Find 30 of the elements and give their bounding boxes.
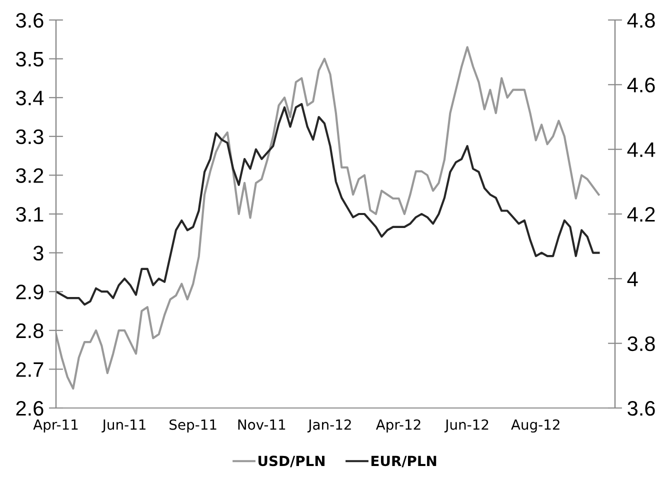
y-tick-label: 3.2	[16, 168, 44, 183]
y-tick-label: 3.5	[16, 52, 44, 67]
x-tick-label: Jun-12	[444, 419, 488, 432]
x-tick-label: Nov-11	[238, 420, 286, 430]
legend-label: USD/PLN	[258, 456, 324, 468]
y2-tick-label: 4.4	[627, 142, 656, 157]
y2-tick-label: 4	[627, 272, 638, 286]
line-series	[56, 103, 600, 306]
line-series	[56, 46, 600, 390]
y-tick-label: 2.7	[16, 362, 44, 377]
y-tick-label: 2.6	[16, 401, 44, 416]
y-tick-label: 3.3	[16, 129, 44, 144]
x-tick-label: Apr-12	[376, 419, 420, 433]
x-tick-label: Jun-11	[102, 420, 146, 432]
x-tick-label: Apr-11	[33, 420, 78, 433]
legend-label: EUR/PLN	[371, 456, 436, 468]
y2-tick-label: 3.6	[628, 401, 655, 416]
y-tick-label: 3.1	[16, 207, 44, 222]
y2-tick-label: 4.2	[627, 207, 655, 222]
y-tick-label: 2.8	[16, 323, 44, 338]
y2-tick-label: 4.6	[627, 78, 655, 92]
x-tick-label: Aug-12	[511, 419, 560, 433]
y-tick-label: 3.4	[16, 90, 44, 106]
y2-tick-label: 4.8	[627, 13, 655, 28]
x-tick-label: Jan-12	[307, 419, 351, 432]
y-tick-label: 3.6	[16, 13, 44, 28]
x-tick-label: Sep-11	[170, 419, 216, 433]
y-tick-label: 2.9	[16, 284, 44, 300]
y-tick-label: 3	[33, 246, 44, 261]
y2-tick-label: 3.8	[628, 336, 655, 352]
